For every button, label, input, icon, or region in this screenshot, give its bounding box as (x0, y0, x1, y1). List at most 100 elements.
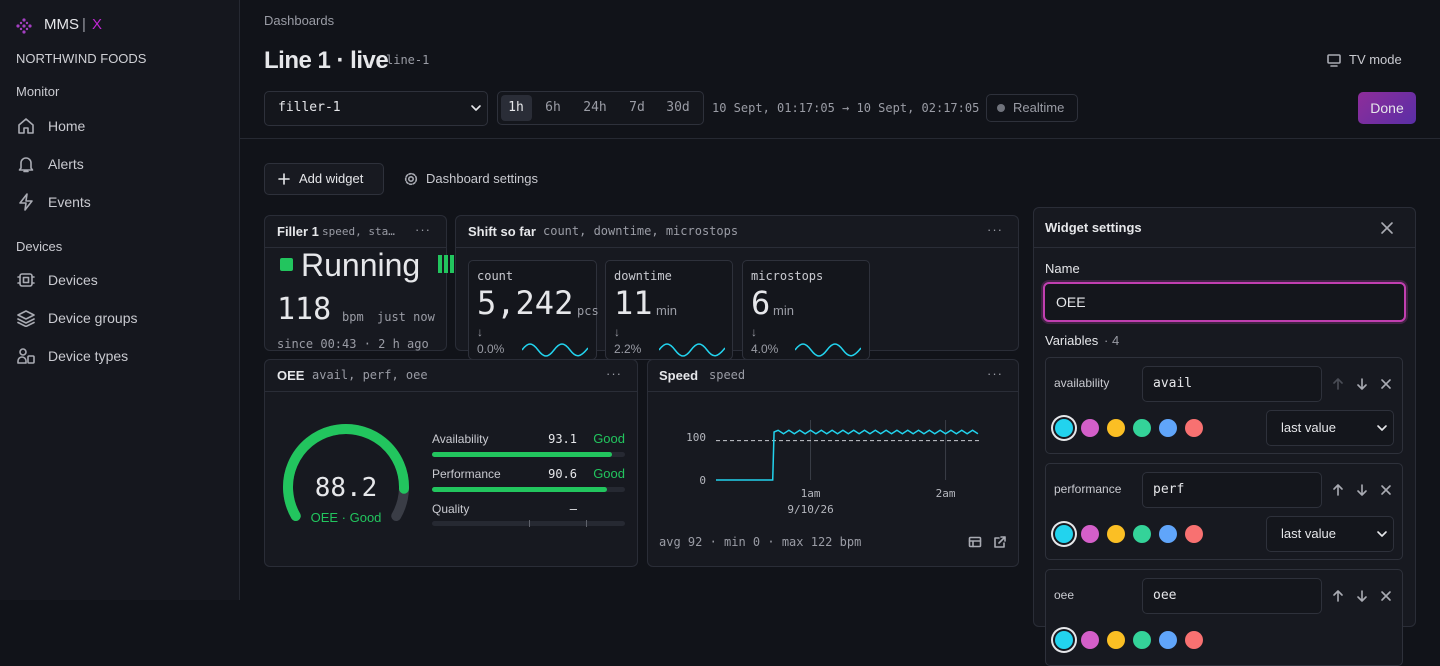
icon-path (1381, 379, 1391, 389)
color-swatch[interactable] (1159, 525, 1177, 543)
close-button-part (1381, 222, 1393, 234)
realtime-toggle[interactable] (986, 94, 1078, 122)
events-icon-part (19, 193, 33, 211)
logo-part (16, 18, 32, 34)
nav-link[interactable]: Devices (48, 272, 98, 288)
variable-key-input[interactable] (1142, 472, 1322, 508)
table-icon-part (968, 540, 982, 548)
range-option[interactable]: 6h (545, 100, 561, 115)
range-option[interactable]: 30d (666, 100, 690, 115)
color-swatch[interactable] (1107, 631, 1125, 649)
color-swatch[interactable] (1133, 631, 1151, 649)
stat-unit: min (656, 303, 677, 318)
move-down[interactable] (1355, 589, 1369, 603)
types-icon-part (19, 348, 27, 356)
move-up[interactable] (1331, 589, 1345, 603)
range-option[interactable]: 1h (508, 100, 524, 115)
move-down[interactable] (1355, 483, 1369, 497)
add-widget-button[interactable] (264, 163, 384, 195)
remove[interactable] (1379, 377, 1393, 391)
brand-separator: | (82, 16, 86, 33)
aggregation-select[interactable] (1266, 410, 1394, 446)
widget-menu[interactable]: ··· (415, 222, 431, 237)
metric-track (432, 521, 625, 526)
logo-part-part (22, 24, 26, 28)
nav-section: Devices (16, 239, 63, 254)
home-icon (18, 118, 34, 134)
color-swatch[interactable] (1159, 631, 1177, 649)
table-icon[interactable] (968, 535, 982, 549)
nav-link[interactable]: Events (48, 194, 91, 210)
range-option[interactable]: 7d (629, 100, 645, 115)
color-swatch[interactable] (1159, 419, 1177, 437)
widget-menu[interactable]: ··· (987, 222, 1003, 237)
nav-link[interactable]: Device types (48, 348, 129, 364)
color-swatch[interactable] (1185, 525, 1203, 543)
color-swatch[interactable] (1081, 525, 1099, 543)
variable-key-input[interactable] (1142, 366, 1322, 402)
color-swatch[interactable] (1055, 631, 1073, 649)
move-up[interactable] (1331, 377, 1345, 391)
speed-value: 118 (277, 292, 332, 327)
stat-label: downtime (614, 269, 672, 283)
logo-part-part (19, 21, 23, 25)
color-swatch[interactable] (1133, 419, 1151, 437)
speed-widget (647, 359, 1019, 567)
logo-part-part (16, 24, 20, 28)
logo (16, 18, 32, 34)
range-option[interactable]: 24h (583, 100, 607, 115)
nav-link[interactable]: Alerts (48, 156, 84, 172)
name-input[interactable] (1043, 282, 1406, 322)
variable-label: availability (1054, 376, 1110, 390)
tv-mode[interactable]: TV mode (1349, 52, 1402, 67)
nav-link[interactable]: Home (48, 118, 86, 134)
stat-box (742, 260, 870, 360)
color-swatch[interactable] (1133, 525, 1151, 543)
logo-part-part (19, 27, 23, 31)
x-tick-label: 1am (801, 487, 821, 500)
time-range: 10 Sept, 01:17:05 → 10 Sept, 02:17:05 (712, 101, 980, 115)
widget-title: Speed (659, 368, 699, 383)
sparkline-part (795, 343, 861, 357)
page-title: Line 1 · live (264, 47, 389, 74)
home-icon-part (18, 118, 34, 134)
remove[interactable] (1379, 589, 1393, 603)
gauge-label: OEE · Good (310, 510, 382, 525)
metric-bar (432, 487, 607, 492)
widget-menu[interactable]: ··· (606, 366, 622, 381)
dashboard-settings[interactable]: Dashboard settings (426, 171, 539, 186)
variable-label: performance (1054, 482, 1122, 496)
color-swatch[interactable] (1107, 525, 1125, 543)
org-name[interactable]: NORTHWIND FOODS (16, 51, 147, 66)
move-down[interactable] (1355, 377, 1369, 391)
close-button[interactable] (1380, 221, 1394, 235)
color-swatch[interactable] (1081, 631, 1099, 649)
color-swatch[interactable] (1055, 419, 1073, 437)
color-swatch[interactable] (1055, 525, 1073, 543)
device-select[interactable] (264, 91, 488, 126)
realtime-dot (997, 104, 1005, 112)
since: since 00:43 · 2 h ago (277, 337, 429, 351)
y-tick-label: 0 (699, 474, 706, 487)
stat-change: 0.0% (477, 342, 505, 356)
gauge (283, 424, 409, 521)
color-swatch[interactable] (1185, 419, 1203, 437)
color-swatch[interactable] (1081, 419, 1099, 437)
move-up[interactable] (1331, 483, 1345, 497)
breadcrumb[interactable]: Dashboards (264, 13, 335, 28)
stat-value: 5,242 (477, 284, 574, 322)
remove[interactable] (1379, 483, 1393, 497)
aggregation-select[interactable] (1266, 516, 1394, 552)
chevron (471, 105, 481, 111)
color-swatch[interactable] (1107, 419, 1125, 437)
table-icon-part (968, 536, 982, 548)
chart-summary: avg 92 · min 0 · max 122 bpm (659, 535, 862, 549)
widget-vars: speed, sta… (322, 225, 395, 238)
color-swatch[interactable] (1185, 631, 1203, 649)
widget-menu[interactable]: ··· (987, 366, 1003, 381)
done-button[interactable] (1358, 92, 1416, 124)
header-divider (240, 138, 1440, 139)
devices-icon-part (22, 276, 30, 284)
open-icon[interactable] (993, 535, 1007, 549)
nav-link[interactable]: Device groups (48, 310, 138, 326)
